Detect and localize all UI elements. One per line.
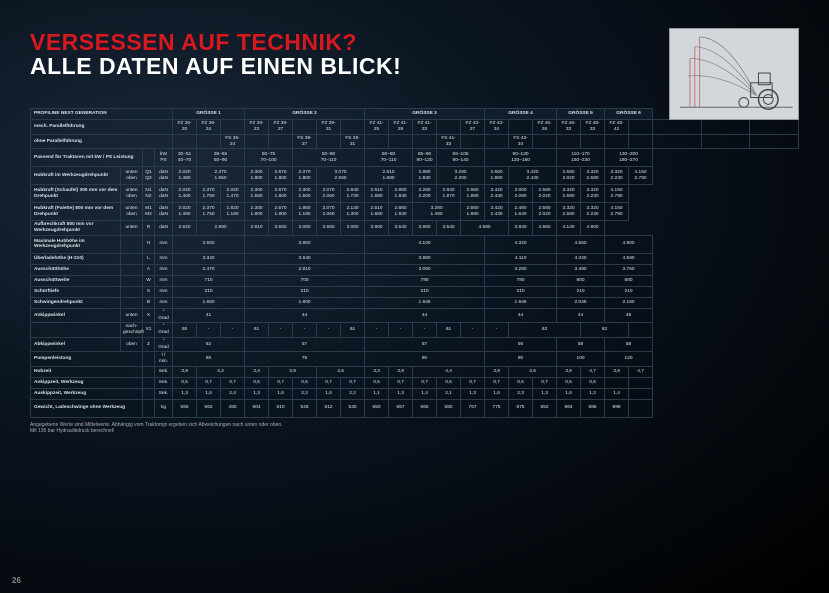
- technical-diagram: [669, 28, 799, 120]
- footnote: Angegebene Werte sind Mittelwerte. Abhän…: [30, 422, 799, 435]
- title-line-1: VERSESSEN AUF TECHNIK?: [30, 29, 357, 55]
- title-line-2: ALLE DATEN AUF EINEN BLICK!: [30, 53, 401, 79]
- spec-table: PROFILINE NEXT GENERATIONGRÖSSE 1GRÖSSE …: [30, 108, 799, 418]
- page-number: 26: [12, 576, 21, 585]
